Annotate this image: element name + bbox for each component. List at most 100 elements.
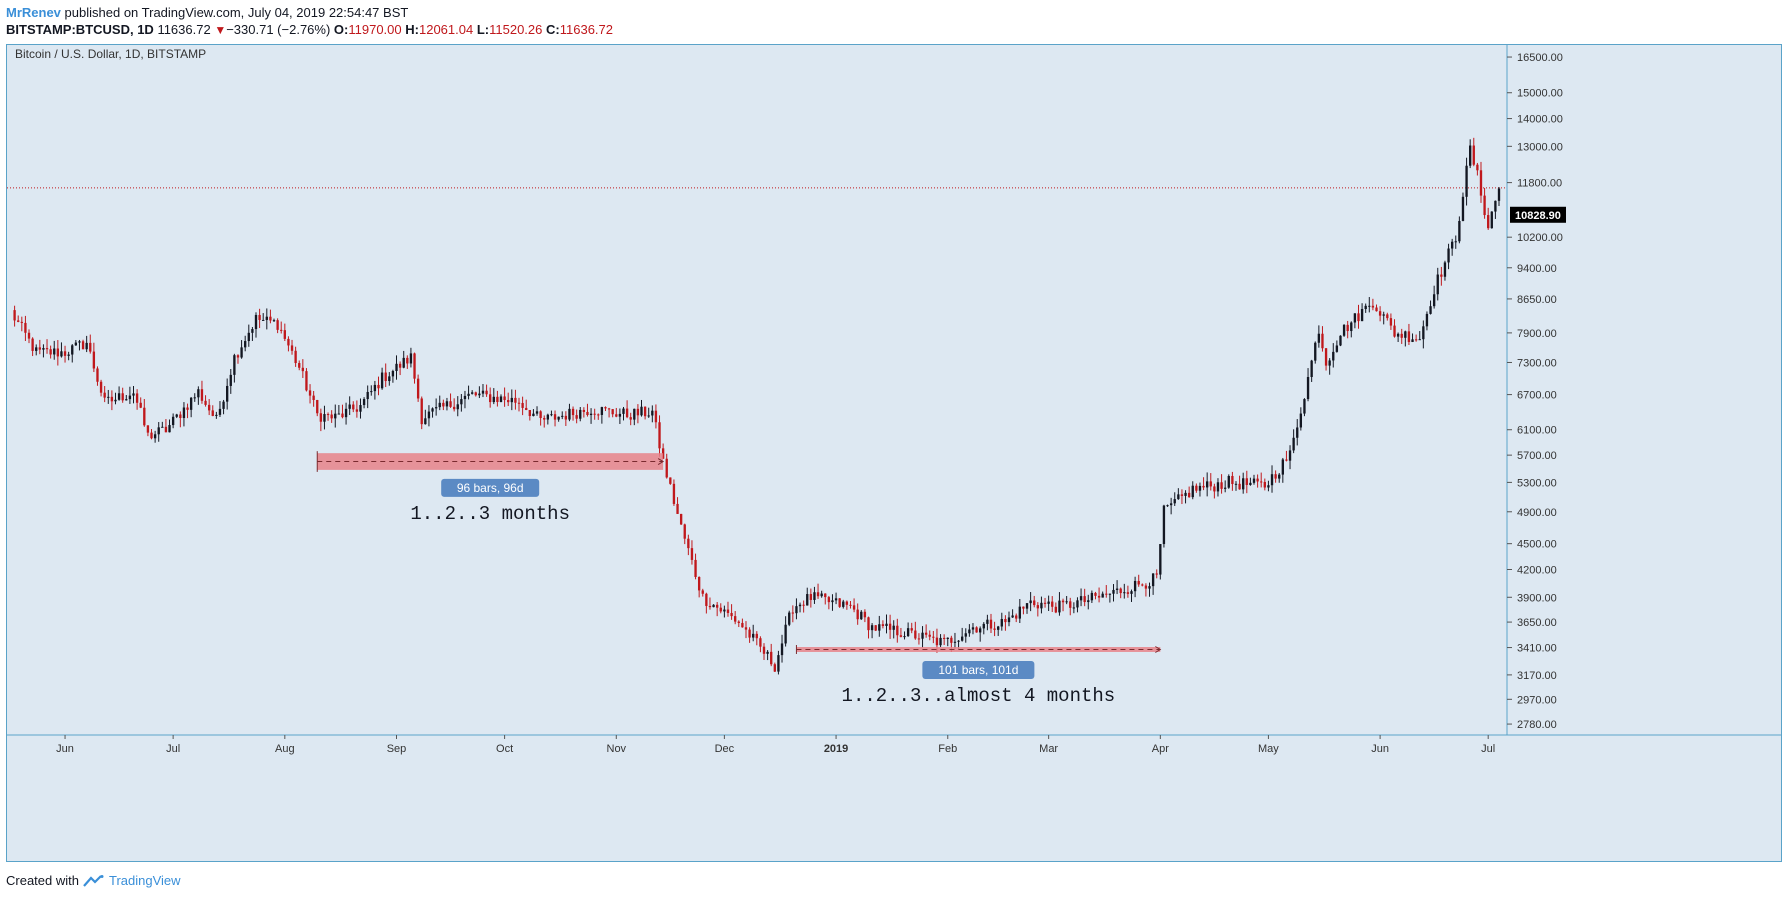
- candle-body: [1173, 499, 1176, 504]
- candle-body: [752, 633, 755, 638]
- candle-body: [445, 401, 449, 407]
- candle-body: [1378, 311, 1382, 316]
- price-chart[interactable]: Bitcoin / U.S. Dollar, 1D, BITSTAMP 16500…: [7, 45, 1781, 861]
- tradingview-link[interactable]: TradingView: [108, 873, 181, 888]
- candle-body: [153, 434, 157, 439]
- candle-body: [1483, 195, 1486, 216]
- candle-body: [341, 413, 344, 418]
- chart-title: Bitcoin / U.S. Dollar, 1D, BITSTAMP: [15, 47, 206, 61]
- y-tick-label: 11800.00: [1517, 178, 1562, 190]
- candle-body: [1058, 600, 1061, 613]
- candle-body: [1400, 333, 1403, 338]
- candle-body: [99, 381, 103, 393]
- candle-body: [1159, 544, 1162, 575]
- candle-body: [1465, 165, 1468, 197]
- candle-body: [1292, 437, 1295, 451]
- candle-body: [1069, 601, 1072, 608]
- candle-body: [312, 395, 315, 400]
- candle-body: [1252, 478, 1256, 483]
- symbol-line: BITSTAMP:BTCUSD, 1D 11636.72 ▼−330.71 (−…: [6, 21, 613, 39]
- candle-body: [1281, 459, 1284, 475]
- candle-body: [117, 393, 121, 400]
- candle-body: [319, 413, 323, 422]
- candle-body: [748, 629, 751, 638]
- candle-body: [1191, 485, 1194, 498]
- x-tick-label: 2019: [824, 743, 848, 755]
- candle-body: [989, 619, 993, 629]
- candle-body: [744, 627, 748, 630]
- close-value: 11636.72: [559, 22, 613, 37]
- x-tick-label: Nov: [607, 743, 627, 755]
- candle-body: [669, 477, 672, 484]
- candle-body: [535, 411, 539, 414]
- y-tick-label: 5300.00: [1517, 477, 1557, 489]
- candle-body: [860, 611, 863, 620]
- candle-body: [997, 626, 1000, 630]
- candle-body: [67, 354, 70, 356]
- candle-body: [1440, 274, 1443, 277]
- candle-body: [478, 393, 481, 396]
- candle-body: [1357, 313, 1360, 322]
- candle-body: [845, 601, 849, 605]
- chart-frame[interactable]: Bitcoin / U.S. Dollar, 1D, BITSTAMP 16500…: [6, 44, 1782, 862]
- candle-body: [370, 391, 373, 393]
- candle-body: [607, 408, 611, 410]
- candle-body: [503, 396, 506, 401]
- candle-body: [741, 622, 744, 628]
- candle-body: [1407, 331, 1411, 343]
- high-value: 12061.04: [418, 22, 474, 37]
- candle-body: [1220, 482, 1223, 489]
- candle-body: [878, 624, 881, 631]
- candle-body: [1306, 377, 1310, 400]
- candle-body: [362, 399, 366, 406]
- candle-body: [1469, 145, 1472, 166]
- candle-body: [1490, 211, 1493, 229]
- candle-body: [863, 611, 867, 618]
- candle-body: [110, 396, 114, 402]
- candle-body: [867, 617, 870, 631]
- y-tick-label: 3900.00: [1517, 592, 1557, 604]
- candle-body: [1411, 339, 1414, 343]
- y-tick-label: 8650.00: [1517, 294, 1557, 306]
- candle-body: [1029, 600, 1032, 604]
- candle-body: [921, 632, 924, 639]
- candle-body: [485, 390, 488, 395]
- candle-body: [384, 372, 387, 382]
- candle-body: [1396, 333, 1400, 337]
- candle-body: [525, 407, 528, 411]
- candle-body: [1425, 313, 1429, 327]
- candle-body: [262, 319, 265, 321]
- candle-body: [1487, 215, 1490, 229]
- candle-body: [960, 636, 964, 641]
- candle-body: [734, 616, 737, 622]
- candle-body: [1061, 600, 1065, 603]
- candle-body: [38, 347, 41, 350]
- candle-body: [1364, 305, 1367, 310]
- candle-body: [1213, 486, 1216, 492]
- candle-body: [708, 605, 712, 608]
- candle-body: [1414, 339, 1418, 341]
- candle-body: [442, 402, 445, 407]
- x-tick-label: Apr: [1152, 743, 1169, 755]
- candle-body: [247, 332, 250, 342]
- candle-body: [1169, 503, 1173, 506]
- date-range-label: 101 bars, 101d: [938, 663, 1018, 677]
- y-tick-label: 10200.00: [1517, 232, 1563, 244]
- y-tick-label: 16500.00: [1517, 52, 1563, 64]
- candle-body: [1497, 188, 1501, 201]
- candle-body: [1242, 478, 1245, 490]
- candle-body: [579, 409, 582, 419]
- candle-body: [1360, 309, 1364, 322]
- candle-body: [892, 625, 895, 630]
- candle-body: [49, 349, 52, 355]
- candle-body: [1177, 494, 1180, 500]
- candle-body: [492, 396, 495, 403]
- candle-body: [330, 414, 333, 419]
- candle-body: [896, 625, 899, 636]
- candle-body: [305, 371, 308, 391]
- candle-body: [287, 338, 290, 346]
- candle-body: [1324, 348, 1328, 366]
- author-link[interactable]: MrRenev: [6, 5, 61, 20]
- candle-body: [1393, 325, 1396, 337]
- candle-body: [690, 548, 694, 560]
